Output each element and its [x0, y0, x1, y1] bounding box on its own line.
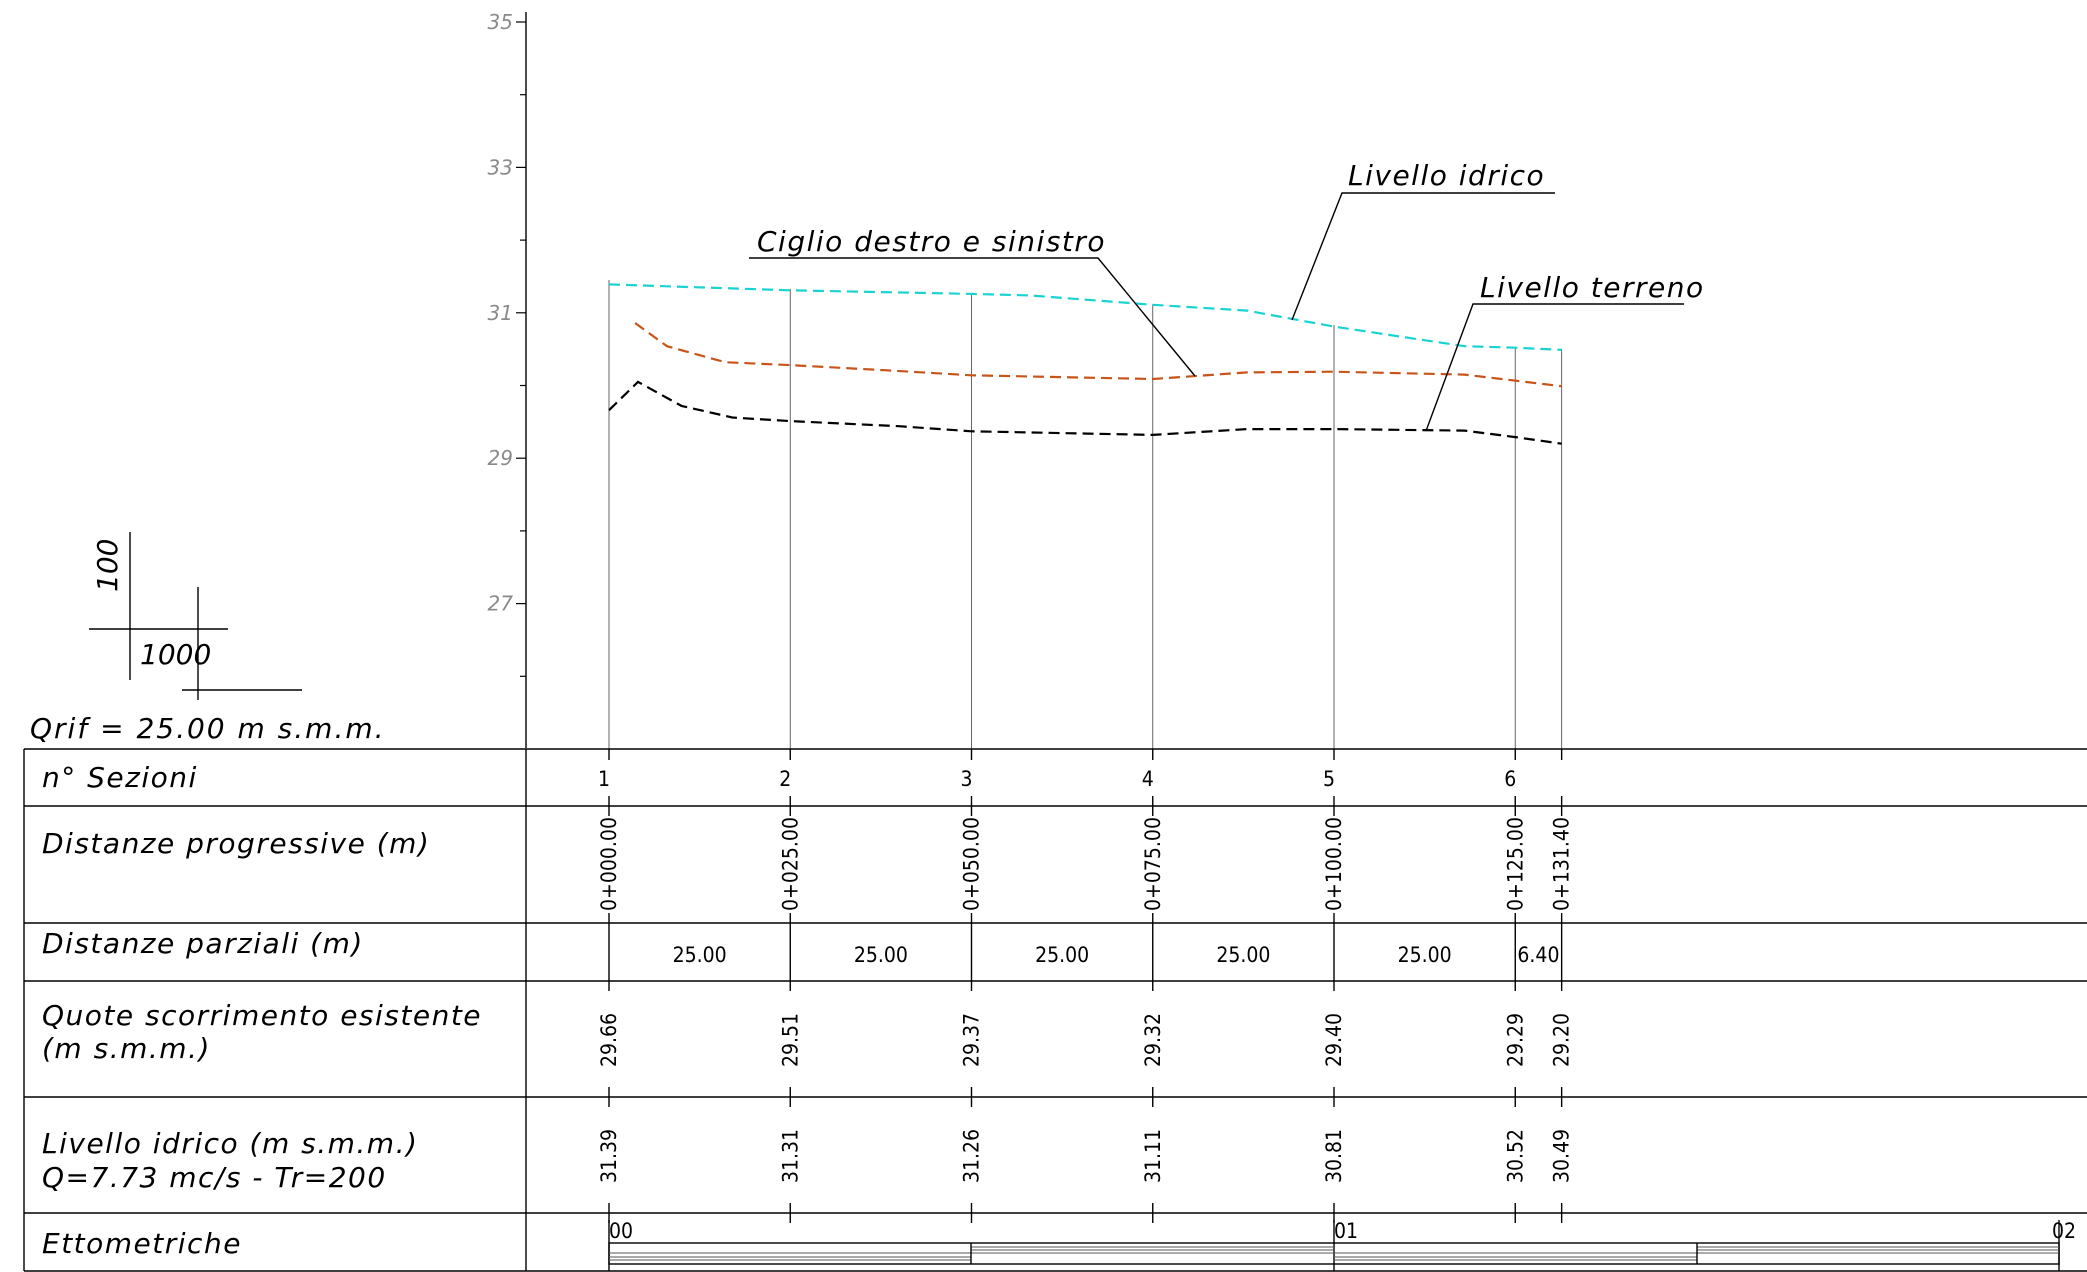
section-number: 1 — [598, 767, 610, 791]
y-axis: 35 33 31 29 27 — [488, 10, 527, 748]
progressive-distance: 0+100.00 — [1322, 817, 1346, 911]
existing-flow-elevation: 29.32 — [1141, 1013, 1165, 1067]
partial-distance: 25.00 — [673, 943, 727, 967]
row-label-sezioni: n° Sezioni — [42, 761, 198, 794]
y-tick-label: 35 — [488, 10, 513, 34]
partial-distance: 25.00 — [1398, 943, 1452, 967]
series-ciglio-destro-e-sinistro — [634, 322, 1562, 388]
partial-distance: 25.00 — [1216, 943, 1270, 967]
hectometric-label: 02 — [2052, 1219, 2076, 1243]
existing-flow-elevation: 29.37 — [960, 1013, 984, 1067]
annotation-livello-terreno: Livello terreno — [1425, 271, 1705, 432]
progressive-distance: 0+000.00 — [597, 817, 621, 911]
series-livello-terreno — [608, 380, 1562, 445]
row-label-distanze-parziali: Distanze parziali (m) — [42, 927, 364, 960]
annotation-ciglio-text: Ciglio destro e sinistro — [757, 225, 1106, 258]
section-number: 4 — [1142, 767, 1154, 791]
partial-distance: 6.40 — [1517, 943, 1559, 967]
scale-indicator: 100 1000 — [89, 532, 302, 700]
y-tick-label: 33 — [488, 155, 513, 179]
scale-horizontal-label: 1000 — [140, 638, 211, 671]
annotation-livello-idrico-text: Livello idrico — [1348, 159, 1545, 192]
hectometric-label: 01 — [1334, 1219, 1358, 1243]
series-livello-idrico — [608, 283, 1562, 351]
water-level-value: 31.39 — [597, 1129, 621, 1183]
existing-flow-elevation: 29.29 — [1503, 1013, 1527, 1067]
station-lines — [608, 280, 1563, 749]
y-tick-label: 27 — [488, 592, 514, 616]
progressive-distance: 0+131.40 — [1550, 817, 1574, 911]
hectometric-label: 00 — [609, 1219, 633, 1243]
water-level-value: 31.26 — [960, 1129, 984, 1183]
row-label-livello-line1: Livello idrico (m s.m.m.) — [42, 1127, 418, 1160]
section-number: 2 — [779, 767, 791, 791]
scale-vertical-label: 100 — [91, 539, 124, 592]
progressive-distance: 0+025.00 — [778, 817, 802, 911]
water-level-value: 31.11 — [1141, 1129, 1165, 1183]
progressive-distance: 0+075.00 — [1141, 817, 1165, 911]
existing-flow-elevation: 29.20 — [1550, 1013, 1574, 1067]
y-tick-label: 29 — [488, 446, 513, 470]
annotation-livello-idrico: Livello idrico — [1291, 159, 1555, 321]
annotation-livello-terreno-text: Livello terreno — [1480, 271, 1705, 304]
partial-distance: 25.00 — [854, 943, 908, 967]
water-level-value: 31.31 — [778, 1129, 802, 1183]
reference-elevation-label: Qrif = 25.00 m s.m.m. — [30, 712, 386, 745]
section-number: 6 — [1504, 767, 1516, 791]
row-label-ettometriche: Ettometriche — [42, 1227, 242, 1260]
table-cells: 1 2 3 4 5 6 0+000.00 0+025.00 0+050.00 0+075.00 0+… — [597, 749, 2076, 1243]
series-layer — [608, 283, 1562, 445]
section-number: 5 — [1323, 767, 1335, 791]
profile-table: n° Sezioni Distanze progressive (m) Dist… — [23, 748, 2087, 1272]
row-label-distanze-progressive: Distanze progressive (m) — [42, 827, 430, 860]
row-label-livello-line2: Q=7.73 mc/s - Tr=200 — [42, 1161, 387, 1194]
existing-flow-elevation: 29.66 — [597, 1013, 621, 1067]
hectometric-bar — [608, 1220, 2060, 1271]
water-level-value: 30.52 — [1503, 1129, 1527, 1183]
existing-flow-elevation: 29.51 — [778, 1013, 802, 1067]
progressive-distance: 0+050.00 — [960, 817, 984, 911]
partial-distance: 25.00 — [1035, 943, 1089, 967]
row-label-quote-line2: (m s.m.m.) — [42, 1032, 211, 1065]
existing-flow-elevation: 29.40 — [1322, 1013, 1346, 1067]
y-tick-label: 31 — [488, 301, 513, 325]
section-number: 3 — [960, 767, 972, 791]
water-level-value: 30.81 — [1322, 1129, 1346, 1183]
water-level-value: 30.49 — [1550, 1129, 1574, 1183]
annotation-ciglio: Ciglio destro e sinistro — [749, 225, 1196, 377]
progressive-distance: 0+125.00 — [1503, 817, 1527, 911]
row-label-quote-line1: Quote scorrimento esistente — [42, 999, 482, 1032]
